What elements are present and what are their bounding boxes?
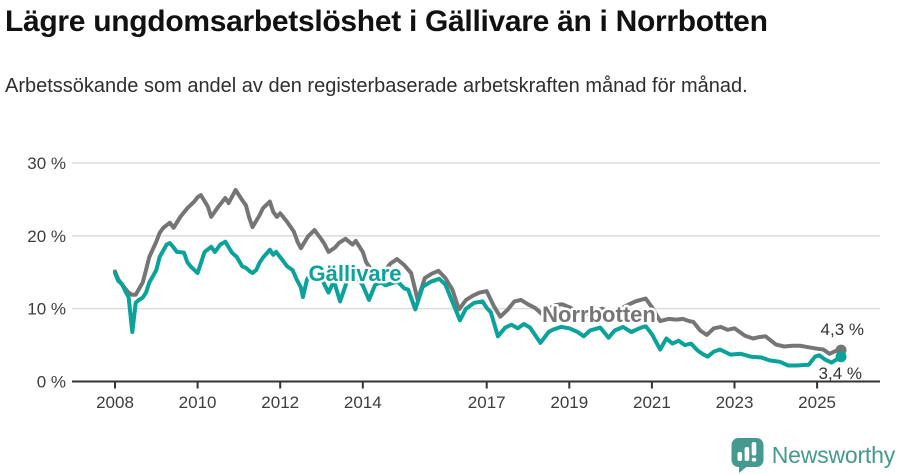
series-line-gällivare <box>113 239 844 368</box>
end-dot-gällivare <box>835 351 847 363</box>
x-tick-label: 2014 <box>344 393 382 412</box>
series-line-norrbotten <box>113 188 844 356</box>
y-tick-label: 0 % <box>37 373 66 392</box>
x-tick-label: 2023 <box>716 393 754 412</box>
brand-name: Newsworthy <box>771 442 895 468</box>
end-value-label-gallivare: 3,4 % <box>819 364 862 383</box>
series-label-gallivare: Gällivare <box>309 261 402 286</box>
x-tick-label: 2010 <box>179 393 217 412</box>
bar-chart-icon <box>737 442 757 462</box>
x-tick-label: 2017 <box>468 393 506 412</box>
y-tick-label: 20 % <box>27 227 66 246</box>
page-title: Lägre ungdomsarbetslöshet i Gällivare än… <box>5 5 768 38</box>
y-tick-label: 30 % <box>27 154 66 173</box>
y-tick-label: 10 % <box>27 300 66 319</box>
page-subtitle: Arbetssökande som andel av den registerb… <box>5 75 748 97</box>
x-tick-label: 2025 <box>798 393 836 412</box>
series-label-norrbotten: Norrbotten <box>542 302 656 327</box>
end-value-label-norrbotten: 4,3 % <box>821 320 864 339</box>
x-tick-label: 2012 <box>261 393 299 412</box>
x-tick-label: 2008 <box>96 393 134 412</box>
x-tick-label: 2019 <box>550 393 588 412</box>
newsworthy-brand-logo[interactable]: Newsworthy <box>731 437 895 474</box>
newsworthy-logo-icon <box>731 438 764 473</box>
x-tick-label: 2021 <box>633 393 671 412</box>
